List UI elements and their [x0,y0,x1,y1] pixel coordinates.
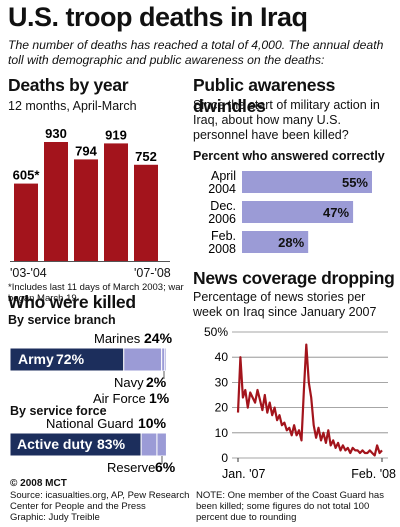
guard-label: National Guard [46,416,133,431]
navy-label: Navy [114,375,144,390]
awareness-value-label: 28% [278,235,304,250]
news-y-tick-label: 0 [221,451,228,465]
army-value: 72% [56,351,85,367]
page-title: U.S. troop deaths in Iraq [8,2,308,32]
awareness-category-label: Dec. 2006 [208,199,236,226]
active-duty-label: Active duty [17,436,93,452]
who-were-killed-chart: Marines 24% Army 72% Navy 2% Air Force 1… [9,330,176,475]
stacked-segment [140,432,158,457]
news-coverage-line [236,343,383,457]
awareness-bar [242,201,354,223]
deaths-by-year-heading: Deaths by year [8,75,129,95]
page-subtitle: The number of deaths has reached a total… [8,38,384,67]
marines-label: Marines [94,331,141,346]
awareness-chart: April 2004 55% Dec. 2006 47% Feb. 2008 28% [208,169,372,256]
awareness-value-label: 47% [323,205,349,220]
news-x-tick-label: Jan. '07 [222,467,265,481]
deaths-by-year-subheading: 12 months, April-March [8,99,137,113]
news-y-tick-label: 40 [215,350,229,364]
awareness-value-label: 55% [342,175,368,190]
news-coverage-heading: News coverage dropping [193,268,395,288]
deaths-by-year-chart: 605* 930 794 919 752 [10,126,170,262]
service-branch-bar [9,347,167,372]
awareness-category-label: April 2004 [208,169,236,196]
deaths-bar [74,159,98,261]
deaths-last-year-label: '07-'08 [134,266,171,280]
news-y-tick-label: 50% [204,325,228,339]
service-branch-heading: By service branch [8,313,116,327]
marines-value: 24% [144,330,173,346]
awareness-chart-heading: Percent who answered correctly [193,149,385,163]
stacked-segment [164,347,167,372]
deaths-bar [104,143,128,261]
news-coverage-subheading: Percentage of news stories per week on I… [193,290,377,319]
news-y-tick-label: 20 [215,401,229,415]
service-force-heading: By service force [10,404,107,418]
stacked-segment [123,347,163,372]
graphic-credit: Graphic: Judy Treible [10,512,100,523]
airforce-value: 1% [149,390,170,406]
active-duty-value: 83% [97,436,126,452]
deaths-first-year-label: '03-'04 [10,266,47,280]
airforce-label: Air Force [93,391,146,406]
awareness-category-label: Feb. 2008 [208,229,236,256]
deaths-bar [14,183,38,261]
copyright: © 2008 MCT [10,478,67,489]
news-x-tick-label: Feb. '08 [351,467,396,481]
deaths-bar [134,164,158,261]
news-coverage-chart: 0 10 20 30 40 50% Jan. '07 Feb. '08 [204,325,396,481]
deaths-value-label: 794 [75,143,97,158]
awareness-bar [242,231,309,253]
service-force-bar [9,432,167,457]
note: NOTE: One member of the Coast Guard has … [196,490,384,523]
deaths-value-label: 605* [13,168,41,183]
public-awareness-question: Since the start of military action in Ir… [193,98,380,142]
who-were-killed-heading: Who were killed [8,292,136,312]
news-y-tick-label: 10 [215,426,229,440]
reserve-label: Reserve [107,460,155,475]
reserve-value: 6% [155,459,176,475]
deaths-value-label: 919 [105,127,127,142]
stacked-segment [156,432,167,457]
deaths-footnote: *Includes last 11 days of March 2003; wa… [8,282,184,304]
deaths-value-label: 930 [45,126,67,141]
army-label: Army [18,351,54,367]
source-credit: Source: icasualties.org, AP, Pew Researc… [10,490,190,512]
news-y-tick-label: 30 [215,375,229,389]
deaths-value-label: 752 [135,149,157,164]
public-awareness-heading: Public awareness dwindles [193,75,336,116]
guard-value: 10% [138,415,167,431]
deaths-bar [44,142,68,261]
awareness-bar [242,171,372,193]
navy-value: 2% [146,374,167,390]
